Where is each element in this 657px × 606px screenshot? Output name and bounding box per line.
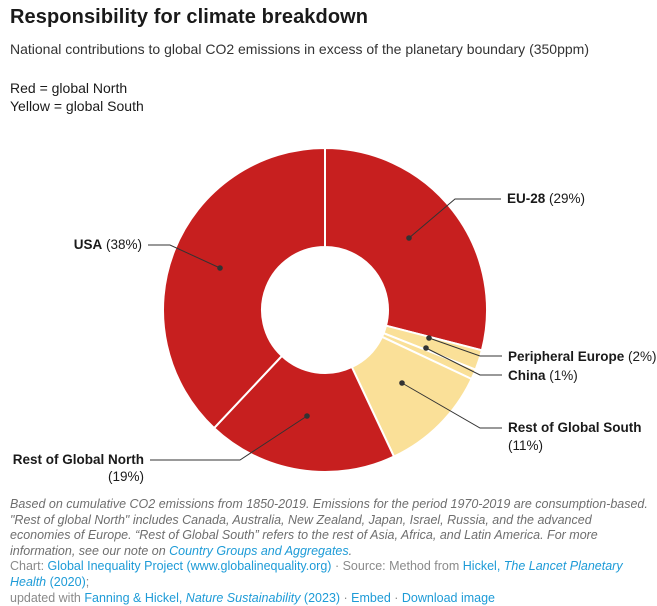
leader-line-rest-of-global-north: [150, 415, 308, 461]
leader-dot-rest-of-global-south: [399, 380, 405, 386]
credit-source-label: Source: Method from: [342, 559, 463, 573]
leader-dot-eu-28: [406, 235, 412, 241]
leader-dot-rest-of-global-north: [304, 413, 310, 419]
credit-sep1: ·: [331, 559, 343, 573]
credit-semicolon: ;: [85, 575, 90, 589]
leader-line-usa: [148, 244, 221, 269]
footnote-period: .: [348, 543, 353, 558]
donut-chart: EU-28 (29%) Peripheral Europe (2%) China (…: [0, 140, 657, 492]
pie-slice-usa[interactable]: [162, 147, 326, 430]
chart-title: Responsibility for climate breakdown: [10, 6, 369, 28]
hickel-lancet-link[interactable]: Hickel, The Lancet Planetary Health (202…: [10, 559, 623, 589]
chart-subtitle: National contributions to global CO2 emi…: [10, 41, 589, 57]
global-inequality-project-link[interactable]: Global Inequality Project (www.globaline…: [47, 559, 332, 573]
fanning-hickel-link[interactable]: Fanning & Hickel, Nature Sustainability …: [84, 591, 341, 605]
footnote-text: Based on cumulative CO2 emissions from 1…: [10, 497, 648, 558]
leader-dot-peripheral-europe: [426, 335, 432, 341]
pie-slice-eu-28[interactable]: [324, 147, 488, 352]
credit-chart-label: Chart:: [10, 559, 48, 573]
credit-sep2: ·: [340, 591, 352, 605]
slice-value-rest-of-global-north: (19%): [108, 469, 144, 484]
slice-label-eu-28: EU-28 (29%): [507, 191, 585, 206]
leader-dot-china: [423, 345, 429, 351]
credit-line: Chart: Global Inequality Project (www.gl…: [10, 558, 654, 606]
legend-north: Red = global North: [10, 80, 128, 96]
leader-line-peripheral-europe: [428, 337, 502, 357]
country-groups-link[interactable]: Country Groups and Aggregates: [169, 543, 349, 558]
slice-label-rest-of-global-north: Rest of Global North: [13, 452, 144, 467]
legend-south: Yellow = global South: [10, 98, 144, 114]
slice-label-usa: USA (38%): [74, 237, 142, 252]
footnote: Based on cumulative CO2 emissions from 1…: [10, 497, 650, 559]
leader-line-rest-of-global-south: [401, 382, 502, 429]
credit-updated-label: updated with: [10, 591, 85, 605]
slice-label-china: China (1%): [508, 368, 578, 383]
pie-slice-rest-of-global-north[interactable]: [213, 354, 395, 473]
slice-label-rest-of-global-south: Rest of Global South: [508, 420, 642, 435]
slice-label-peripheral-europe: Peripheral Europe (2%): [508, 349, 657, 364]
download-image-link[interactable]: Download image: [401, 591, 495, 605]
leader-dot-usa: [217, 265, 223, 271]
leader-line-eu-28: [408, 198, 501, 239]
credit-sep3: ·: [390, 591, 402, 605]
header: Responsibility for climate breakdown Nat…: [10, 6, 650, 115]
embed-link[interactable]: Embed: [351, 591, 391, 605]
donut-chart-svg: EU-28 (29%) Peripheral Europe (2%) China (…: [13, 147, 657, 484]
slice-value-rest-of-global-south: (11%): [508, 438, 543, 453]
leader-line-china: [425, 347, 502, 376]
